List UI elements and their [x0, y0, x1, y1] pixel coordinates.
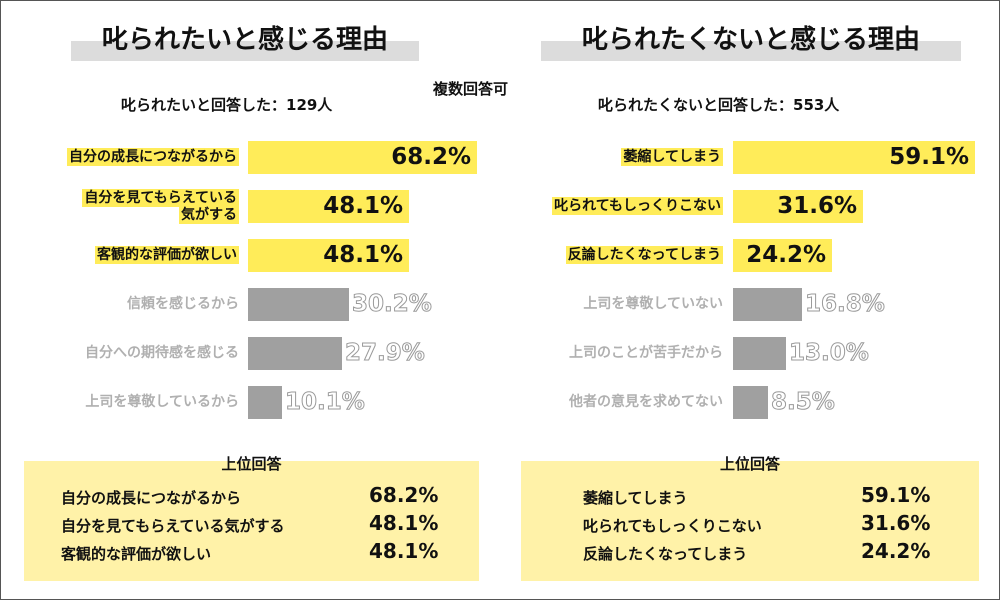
category-label-text: 他者の意見を求めてない [569, 394, 723, 410]
top-answer-label: 自分の成長につながるから [61, 489, 242, 507]
category-label-text: 反論したくなってしまう [565, 246, 723, 264]
category-label: 上司のことが苦手だから [1, 345, 723, 362]
category-label-text: 客観的な評価が欲しい [95, 246, 239, 264]
bar [733, 337, 786, 370]
value-label: 10.1% [285, 389, 366, 416]
right-top-answers-heading: 上位回答 [719, 455, 780, 473]
category-label-text: 自分の成長につながるから [67, 148, 239, 166]
category-label: 上司を尊敬していない [1, 296, 723, 313]
category-label-text: 上司を尊敬していない [583, 296, 723, 312]
top-answer-label: 反論したくなってしまう [583, 545, 748, 563]
top-answer-value: 59.1% [861, 483, 931, 507]
value-label: 48.1% [323, 193, 403, 219]
bar [733, 190, 863, 223]
value-label: 31.6% [777, 193, 857, 219]
left-top-answers-heading: 上位回答 [221, 455, 282, 473]
category-label: 客観的な評価が欲しい [1, 246, 239, 264]
bar [248, 337, 342, 370]
category-label: 自分への期待感を感じる [1, 345, 239, 362]
top-answer-label: 客観的な評価が欲しい [61, 545, 212, 563]
category-label: 信頼を感じるから [1, 296, 239, 313]
category-label: 叱られてもしっくりこない [1, 197, 723, 215]
right-top-answers-box: 上位回答 萎縮してしまう 59.1% 叱られてもしっくりこない 31.6% 反論… [521, 455, 979, 581]
top-answer-value: 48.1% [369, 511, 439, 535]
category-label-text: 信頼を感じるから [127, 296, 239, 312]
bar [733, 239, 832, 272]
bar [248, 190, 409, 223]
value-label: 68.2% [391, 144, 471, 170]
top-answer-value: 24.2% [861, 539, 931, 563]
bar [248, 239, 409, 272]
top-answer-label: 叱られてもしっくりこない [583, 517, 762, 535]
bar [733, 141, 975, 174]
bar [733, 386, 768, 419]
value-label: 24.2% [746, 242, 826, 268]
bar [248, 288, 349, 321]
right-respondent-count: 叱られたくないと回答した：553人 [598, 96, 840, 114]
category-label-text: 自分への期待感を感じる [85, 345, 239, 361]
category-label-text: 自分を見てもらえている [82, 189, 239, 207]
value-label: 30.2% [352, 291, 433, 318]
category-label-text: 叱られてもしっくりこない [552, 197, 723, 215]
category-label-text: 上司を尊敬しているから [85, 394, 239, 410]
value-label: 16.8% [805, 291, 886, 318]
left-chart-title: 叱られたいと感じる理由 [101, 25, 388, 55]
left-top-answers-box: 上位回答 自分の成長につながるから 68.2% 自分を見てもらえている気がする … [24, 455, 479, 581]
bar [248, 141, 477, 174]
value-label: 59.1% [889, 144, 969, 170]
category-label-text: 萎縮してしまう [621, 148, 723, 166]
top-answer-value: 68.2% [369, 483, 439, 507]
category-label: 自分を見てもらえている 気がする [1, 189, 239, 224]
left-respondent-count: 叱られたいと回答した：129人 [121, 96, 333, 114]
category-label-text: 上司のことが苦手だから [569, 345, 723, 361]
multiple-answers-note: 複数回答可 [433, 80, 509, 98]
top-answer-label: 萎縮してしまう [583, 489, 688, 507]
category-label: 萎縮してしまう [1, 148, 723, 166]
value-label: 8.5% [771, 389, 836, 416]
top-answer-label: 自分を見てもらえている気がする [61, 517, 285, 535]
category-label: 他者の意見を求めてない [1, 394, 723, 411]
bar [248, 386, 282, 419]
category-label: 自分の成長につながるから [1, 148, 239, 166]
right-chart-title: 叱られたくないと感じる理由 [581, 25, 920, 55]
right-title-underline [541, 41, 961, 61]
value-label: 13.0% [789, 340, 870, 367]
top-answer-value: 31.6% [861, 511, 931, 535]
category-label: 反論したくなってしまう [1, 246, 723, 264]
category-label-text: 気がする [179, 206, 239, 224]
value-label: 27.9% [345, 340, 426, 367]
value-label: 48.1% [323, 242, 403, 268]
bar [733, 288, 802, 321]
top-answer-value: 48.1% [369, 539, 439, 563]
category-label: 上司を尊敬しているから [1, 394, 239, 411]
left-title-underline [71, 41, 419, 61]
